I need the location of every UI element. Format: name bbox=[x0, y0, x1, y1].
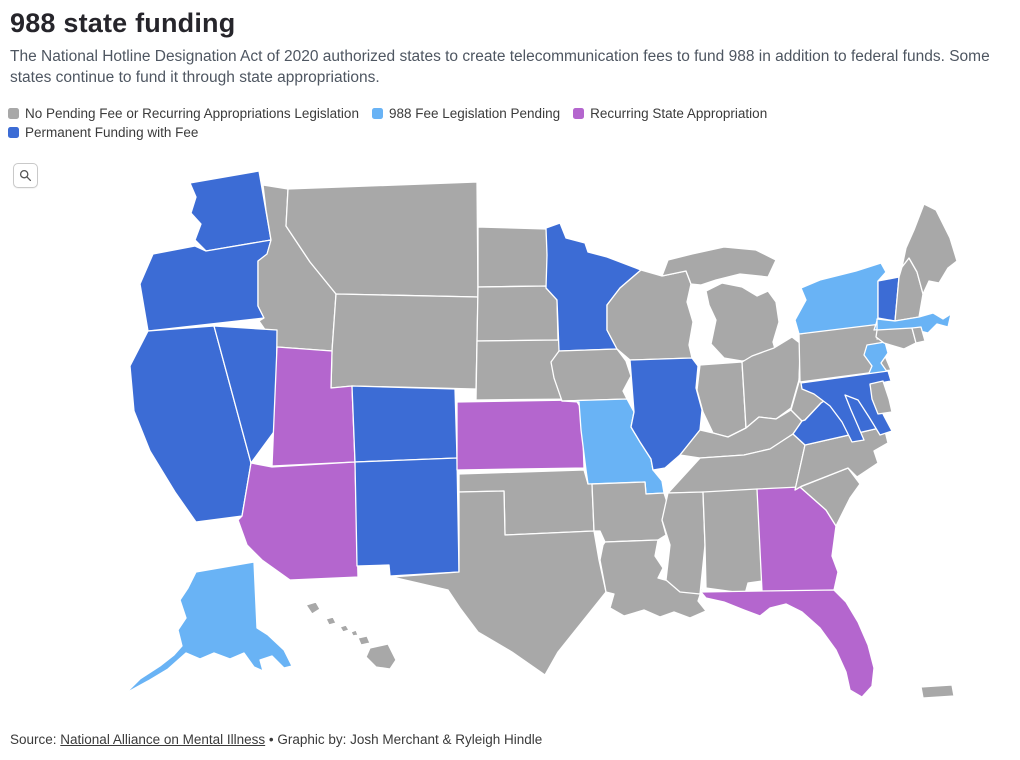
state-new-mexico[interactable]: New Mexico bbox=[354, 457, 460, 577]
state-hawaii[interactable]: Hawaii bbox=[305, 601, 397, 670]
state-kansas[interactable]: Kansas bbox=[456, 399, 585, 471]
chart-subtitle: The National Hotline Designation Act of … bbox=[10, 48, 990, 86]
state-south-dakota[interactable]: South Dakota bbox=[476, 285, 559, 342]
legend-swatch-icon bbox=[8, 108, 19, 119]
legend-item-pending: 988 Fee Legislation Pending bbox=[371, 104, 561, 123]
state-delaware[interactable]: Delaware bbox=[869, 380, 893, 415]
legend-label: No Pending Fee or Recurring Appropriatio… bbox=[25, 106, 359, 121]
state-colorado[interactable]: Colorado bbox=[351, 385, 458, 463]
state-rhode-island[interactable]: Rhode Island bbox=[911, 326, 926, 344]
state-alaska[interactable]: Alaska bbox=[125, 561, 293, 694]
legend-label: Permanent Funding with Fee bbox=[25, 125, 199, 140]
state-illinois[interactable]: Illinois bbox=[629, 357, 703, 471]
page-title: 988 state funding bbox=[10, 8, 236, 38]
map-zoom-button[interactable] bbox=[13, 163, 38, 188]
state-arizona[interactable]: Arizona bbox=[237, 461, 359, 581]
state-washington[interactable]: Washington bbox=[189, 170, 272, 252]
state-wyoming[interactable]: Wyoming bbox=[330, 293, 479, 390]
source-prefix: Source: bbox=[10, 732, 61, 747]
state-puerto-rico[interactable]: Puerto Rico bbox=[920, 684, 955, 699]
legend-item-appropriation: Recurring State Appropriation bbox=[573, 104, 767, 123]
magnifier-icon bbox=[19, 169, 32, 182]
state-maine[interactable]: Maine bbox=[901, 203, 958, 295]
legend: No Pending Fee or Recurring Appropriatio… bbox=[8, 104, 868, 142]
legend-swatch-icon bbox=[8, 127, 19, 138]
source-link[interactable]: National Alliance on Mental Illness bbox=[60, 732, 266, 747]
state-north-dakota[interactable]: North Dakota bbox=[477, 226, 549, 288]
source-line: Source: National Alliance on Mental Illn… bbox=[10, 732, 1012, 747]
chart-header: 988 state funding The National Hotline D… bbox=[10, 8, 1012, 88]
legend-label: Recurring State Appropriation bbox=[590, 106, 768, 121]
state-oregon[interactable]: Oregon bbox=[139, 239, 272, 332]
state-michigan[interactable]: Michigan bbox=[661, 246, 780, 362]
state-louisiana[interactable]: Louisiana bbox=[599, 539, 707, 619]
legend-item-none: No Pending Fee or Recurring Appropriatio… bbox=[8, 104, 359, 123]
state-iowa[interactable]: Iowa bbox=[550, 348, 632, 402]
state-mississippi[interactable]: Mississippi bbox=[661, 491, 706, 595]
state-texas[interactable]: Texas bbox=[391, 490, 607, 676]
legend-swatch-icon bbox=[573, 108, 585, 119]
state-indiana[interactable]: Indiana bbox=[696, 361, 747, 438]
state-florida[interactable]: Florida bbox=[700, 589, 875, 698]
legend-label: 988 Fee Legislation Pending bbox=[388, 106, 561, 121]
credit-text: • Graphic by: Josh Merchant & Ryleigh Hi… bbox=[265, 732, 543, 747]
legend-swatch-icon bbox=[371, 108, 383, 119]
legend-item-fee: Permanent Funding with Fee bbox=[8, 123, 198, 142]
